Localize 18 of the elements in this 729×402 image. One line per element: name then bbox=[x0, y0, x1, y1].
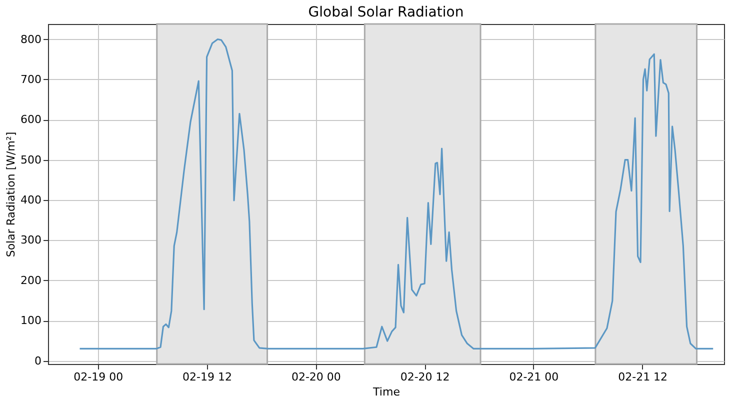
y-tick-label: 600 bbox=[20, 113, 42, 126]
x-tick-label: 02-20 12 bbox=[400, 370, 450, 384]
y-tick-label: 300 bbox=[20, 234, 42, 247]
x-tick-label: 02-20 00 bbox=[291, 370, 341, 384]
x-tick-label: 02-19 00 bbox=[74, 370, 124, 384]
x-tick-label: 02-21 00 bbox=[509, 370, 559, 384]
y-tick-label: 200 bbox=[20, 274, 42, 287]
y-axis-title: Solar Radiation [W/m²] bbox=[4, 132, 18, 258]
y-tick-label: 500 bbox=[20, 153, 42, 166]
x-axis-title: Time bbox=[372, 386, 400, 398]
y-tick-label: 100 bbox=[20, 314, 42, 328]
y-tick-label: 400 bbox=[20, 194, 42, 207]
x-tick-label: 02-21 12 bbox=[618, 370, 668, 384]
y-tick-label: 700 bbox=[20, 72, 42, 86]
x-tick-label: 02-19 12 bbox=[182, 370, 232, 384]
y-tick-label: 0 bbox=[34, 354, 42, 368]
y-tick-label: 800 bbox=[20, 32, 42, 46]
chart-title: Global Solar Radiation bbox=[308, 4, 464, 20]
